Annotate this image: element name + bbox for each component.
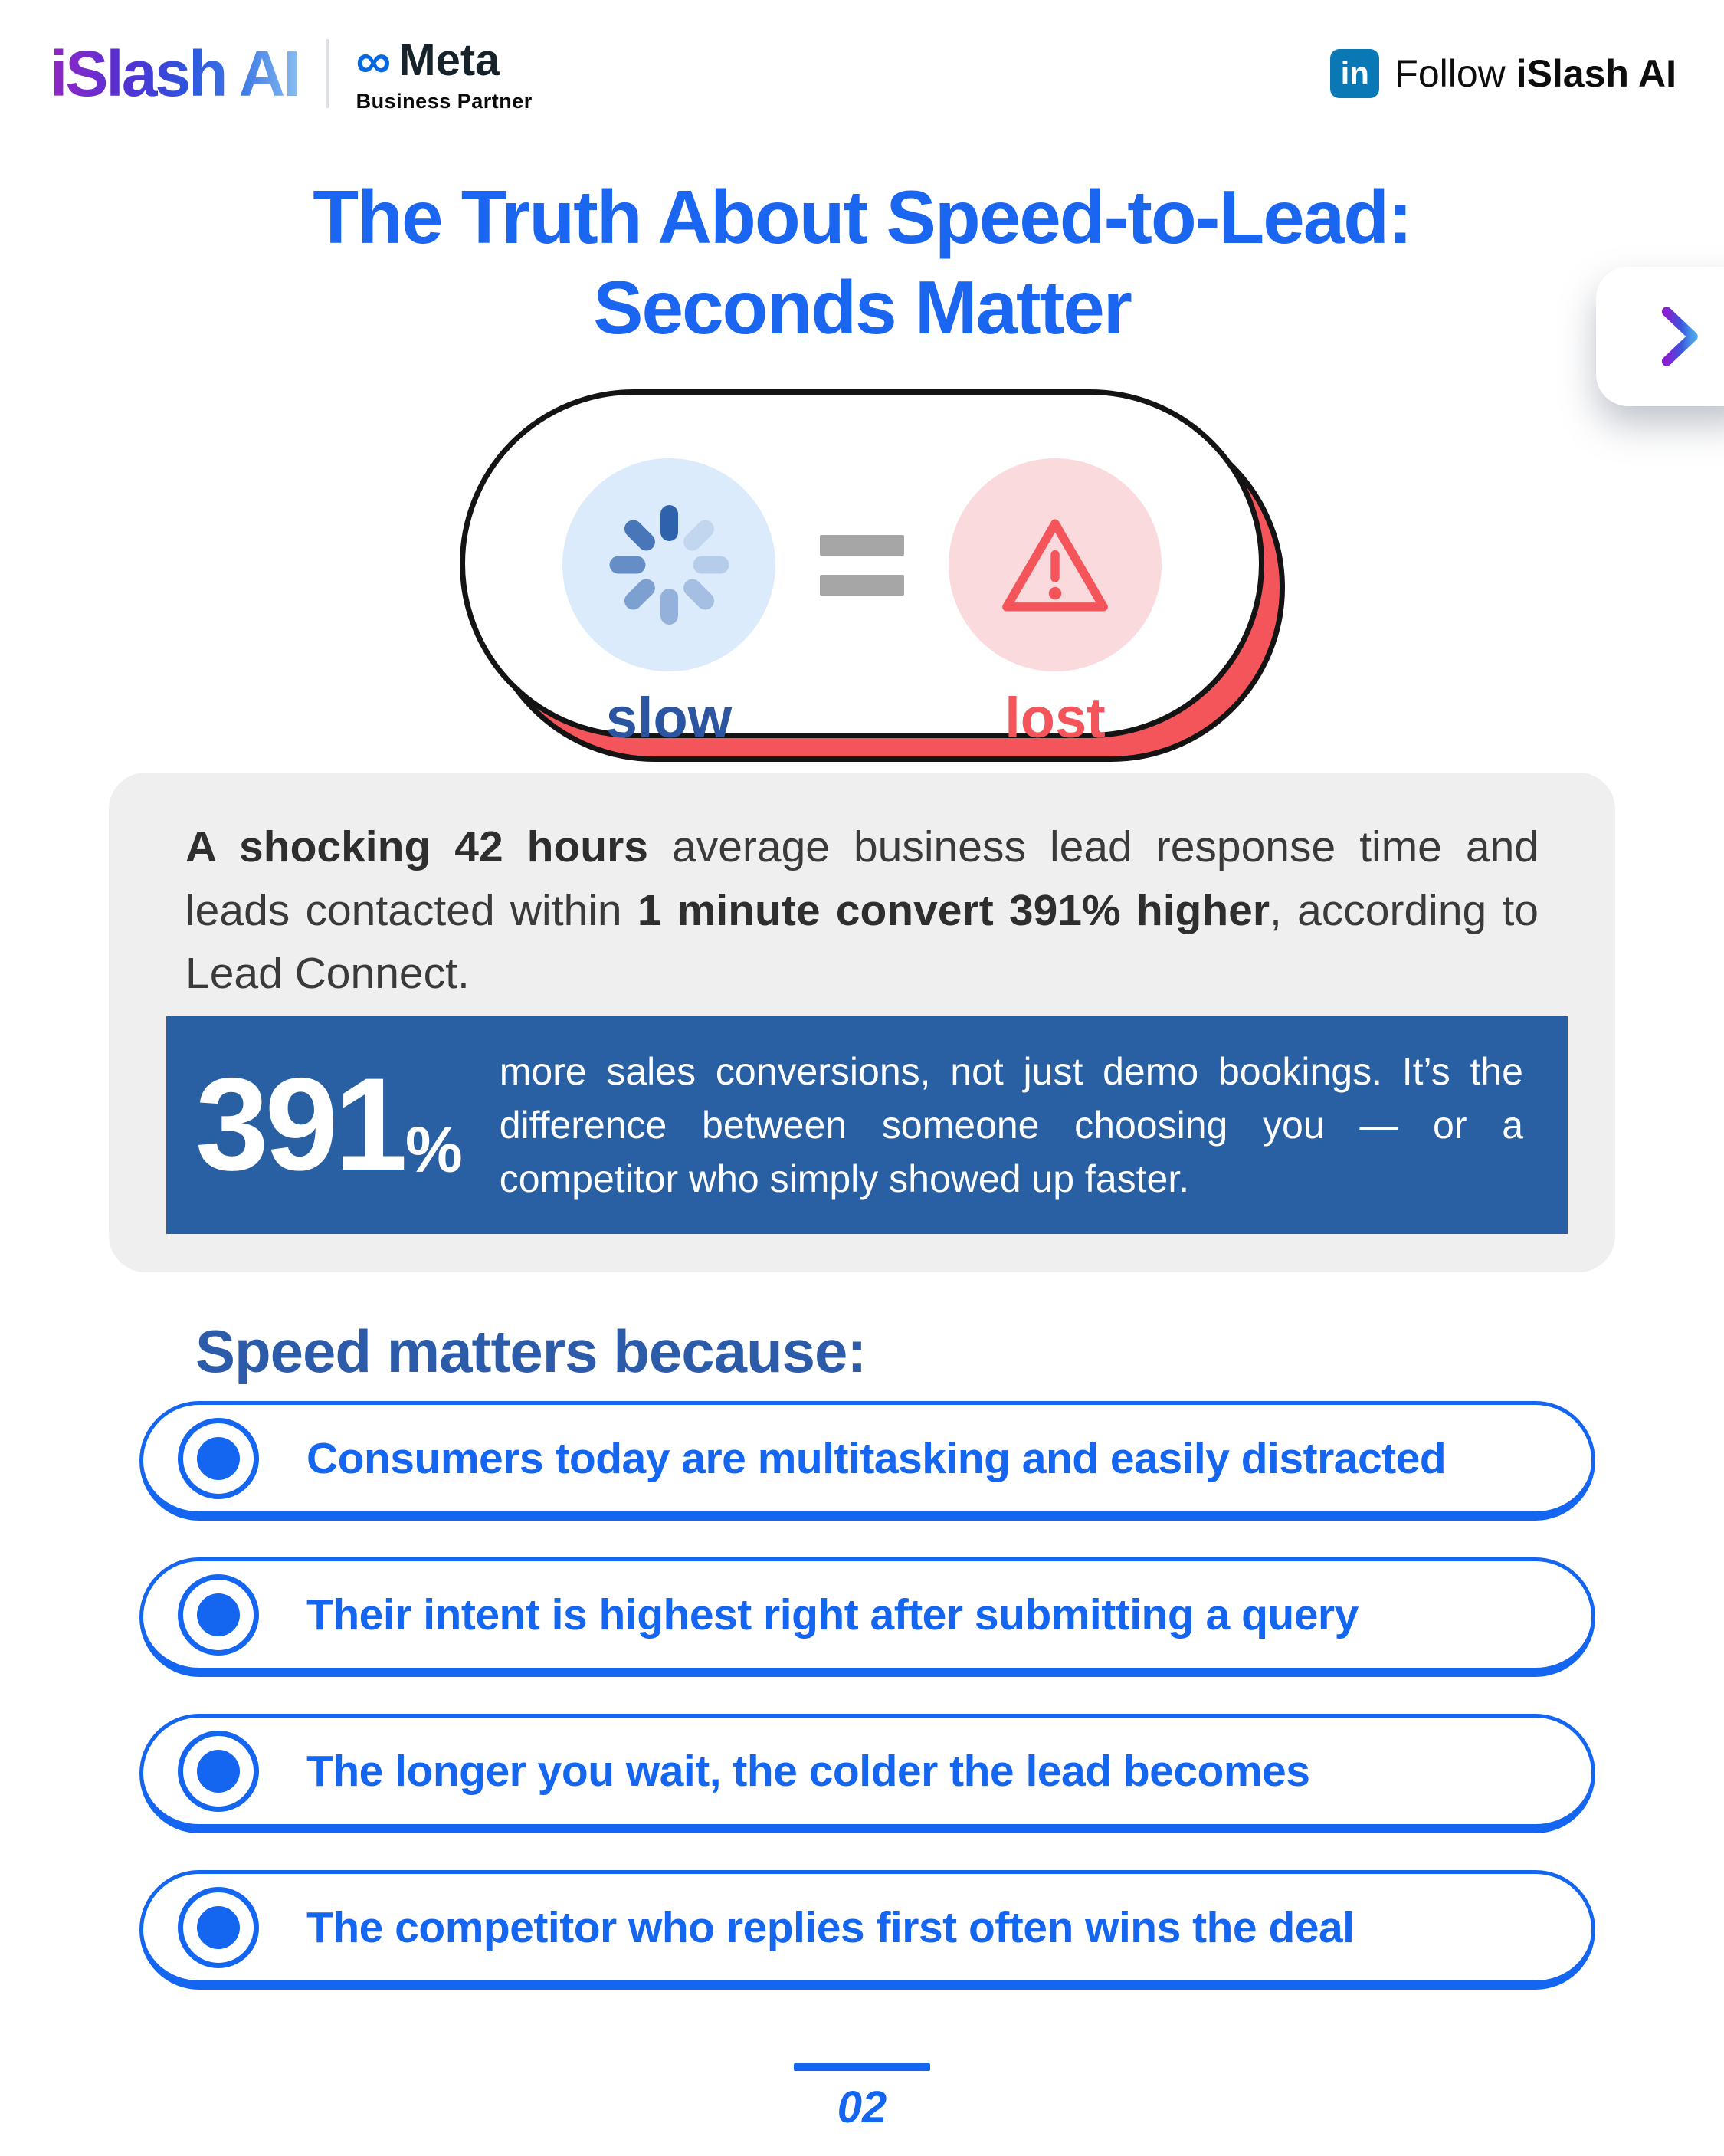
spinner-spoke [660, 505, 678, 541]
meta-logo-text: Meta [398, 35, 500, 85]
radio-dot [197, 1749, 240, 1793]
page-title-line1: The Truth About Speed-to-Lead: [313, 175, 1412, 259]
illustration-card: slow lost [460, 389, 1264, 747]
radio-icon [178, 1730, 259, 1812]
follow-brand: iSlash AI [1516, 51, 1676, 95]
reasons-list: Consumers today are multitasking and eas… [139, 1401, 1595, 1990]
spinner-circle [562, 458, 775, 671]
meta-partner-subtitle: Business Partner [356, 90, 533, 113]
list-item: Their intent is highest right after subm… [139, 1557, 1595, 1677]
radio-dot [197, 1905, 240, 1949]
spinner-spoke [609, 556, 646, 574]
meta-infinity-icon: ∞ [356, 33, 392, 88]
next-slide-button[interactable] [1596, 267, 1724, 406]
page-title-line2: Seconds Matter [593, 264, 1132, 349]
stat-regular-run: average business lead response time and … [185, 822, 1539, 935]
equals-bar [820, 535, 904, 556]
footer-divider [794, 2063, 930, 2071]
conversion-highlight-box: 391% more sales conversions, not just de… [166, 1016, 1568, 1234]
stat-bold-run: 1 minute convert 391% higher [637, 885, 1270, 935]
follow-word: Follow [1395, 51, 1516, 95]
meta-logo-row: ∞ Meta [356, 36, 533, 85]
lost-column: lost [949, 458, 1162, 747]
warning-triangle-icon [1002, 518, 1108, 612]
header: iSlash AI ∞ Meta Business Partner in Fol… [50, 21, 1676, 125]
stat-number: 391% [195, 1051, 463, 1199]
slow-label: slow [605, 686, 733, 750]
radio-icon [178, 1886, 259, 1968]
list-item: The competitor who replies first often w… [139, 1870, 1595, 1990]
spinner-spoke [693, 556, 729, 574]
linkedin-icon[interactable]: in [1330, 48, 1380, 98]
slow-column: slow [562, 458, 775, 747]
spinner-spoke [621, 575, 659, 614]
radio-icon [178, 1574, 259, 1656]
stat-panel: A shocking 42 hours average business lea… [109, 773, 1615, 1272]
list-item-text: The competitor who replies first often w… [306, 1902, 1355, 1952]
logo-divider [326, 38, 329, 108]
list-item-text: The longer you wait, the colder the lead… [306, 1746, 1310, 1796]
radio-dot [197, 1436, 240, 1480]
equals-icon [820, 458, 904, 596]
equals-bar [820, 575, 904, 596]
warning-circle [949, 458, 1162, 671]
radio-dot [197, 1593, 240, 1636]
spinner-spoke [621, 516, 659, 555]
stat-paragraph: A shocking 42 hours average business lea… [185, 815, 1539, 1006]
list-item-text: Consumers today are multitasking and eas… [306, 1433, 1447, 1483]
follow-label[interactable]: Follow iSlash AI [1395, 51, 1676, 96]
list-item: Consumers today are multitasking and eas… [139, 1401, 1595, 1521]
islash-ai-wordmark: iSlash AI [50, 37, 301, 110]
slow-equals-lost-illustration: slow lost [460, 389, 1285, 762]
stat-bold-run: A shocking 42 hours [185, 822, 648, 871]
footer: 02 [0, 2063, 1724, 2133]
arrow-right-icon [1631, 307, 1698, 366]
list-item-text: Their intent is highest right after subm… [306, 1590, 1359, 1639]
page-title: The Truth About Speed-to-Lead: Seconds M… [0, 172, 1724, 353]
linkedin-follow-cta[interactable]: in Follow iSlash AI [1330, 48, 1676, 98]
lost-label: lost [1005, 686, 1106, 750]
islash-ai-logo: iSlash AI ∞ Meta Business Partner [50, 33, 533, 113]
page-number: 02 [837, 2082, 887, 2132]
loading-spinner-icon [608, 504, 730, 626]
stat-percent-sign: % [405, 1113, 463, 1186]
spinner-spoke [680, 575, 718, 614]
stat-regular-run: , according to Lead Connect. [185, 885, 1539, 999]
highlight-text: more sales conversions, not just demo bo… [499, 1050, 1523, 1200]
list-item: The longer you wait, the colder the lead… [139, 1714, 1595, 1833]
stat-number-value: 391 [195, 1051, 408, 1199]
spinner-spoke [680, 516, 718, 555]
spinner-spoke [660, 589, 678, 625]
radio-icon [178, 1417, 259, 1499]
meta-business-partner-badge: ∞ Meta Business Partner [356, 33, 533, 113]
list-heading: Speed matters because: [195, 1318, 867, 1385]
